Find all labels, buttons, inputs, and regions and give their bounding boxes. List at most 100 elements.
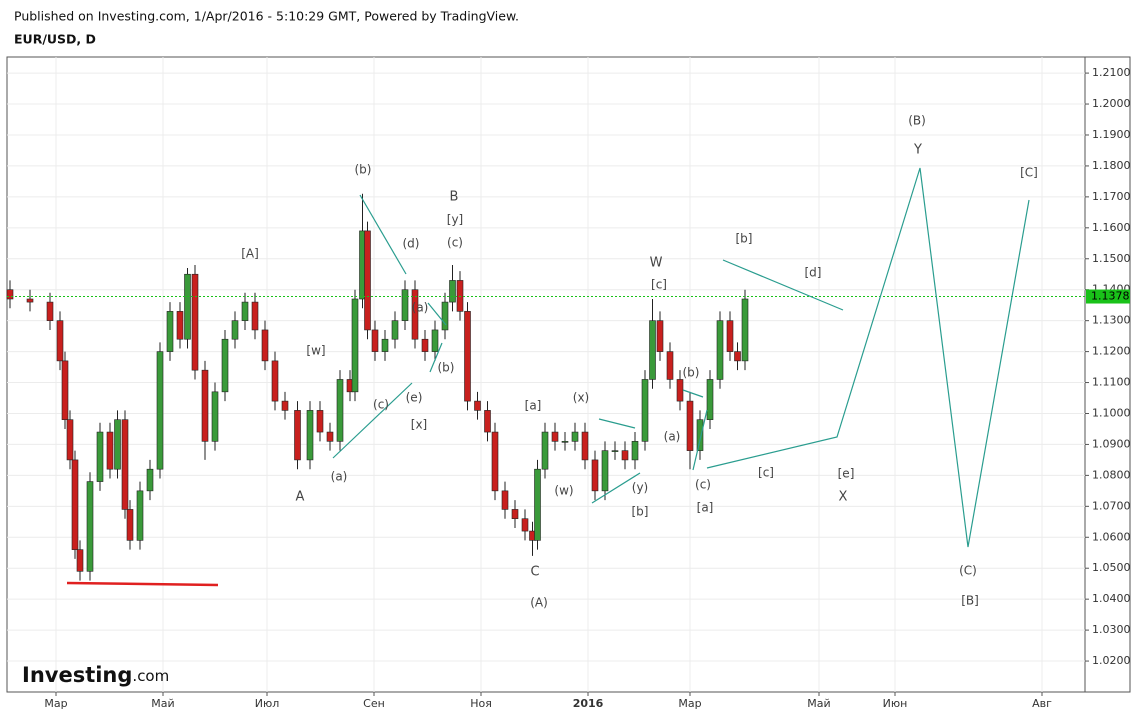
- wave-label: C: [530, 565, 539, 580]
- wave-label: W: [650, 256, 663, 271]
- wave-label: (a): [664, 430, 681, 444]
- wave-label: (w): [554, 484, 573, 498]
- trend-line: [332, 382, 413, 459]
- candle-body: [676, 379, 684, 402]
- candle-body: [71, 459, 79, 550]
- candle-body: [26, 298, 34, 303]
- x-tick-label: Май: [151, 697, 174, 710]
- trend-line: [692, 409, 708, 471]
- candle-body: [336, 379, 344, 442]
- x-tick-label: Ноя: [470, 697, 492, 710]
- wave-label: [x]: [411, 418, 427, 432]
- x-tick-label: Авг: [1032, 697, 1052, 710]
- wave-label: (b): [683, 366, 700, 380]
- grid: 1.0200 1.0300 1.0400 1.0500 1.0600 1.0700 1.08…: [7, 57, 1131, 710]
- x-tick-label: Июл: [255, 697, 280, 710]
- candle-body: [96, 431, 104, 482]
- candle-body: [521, 518, 529, 532]
- candle-body: [561, 441, 569, 443]
- candle-body: [86, 481, 94, 572]
- candle-body: [696, 419, 704, 451]
- wave-label: [e]: [838, 467, 855, 481]
- candle-body: [191, 273, 199, 371]
- y-tick-label: 1.1900: [1092, 128, 1131, 141]
- candle-body: [464, 311, 471, 402]
- candle-body: [491, 431, 499, 492]
- candle-body: [541, 431, 549, 470]
- x-tick-label: Мар: [678, 697, 701, 710]
- y-tick-label: 1.0200: [1092, 654, 1131, 667]
- wave-label: [d]: [805, 266, 822, 280]
- wave-label: B: [450, 190, 459, 205]
- candle-body: [351, 298, 359, 393]
- candle-body: [611, 450, 619, 452]
- candle-body: [364, 230, 371, 331]
- plot-frame: [6, 56, 1131, 693]
- candle-body: [281, 400, 289, 411]
- candle-body: [716, 320, 724, 380]
- trend-line: [598, 418, 636, 429]
- wave-label: (e): [406, 391, 423, 405]
- candle-body: [261, 329, 269, 362]
- x-tick-label: Мар: [44, 697, 67, 710]
- y-tick-label: 1.1200: [1092, 345, 1131, 358]
- x-tick-label: 2016: [573, 697, 604, 710]
- y-tick-label: 1.0400: [1092, 592, 1131, 605]
- wave-label: [y]: [447, 213, 463, 227]
- candle-body: [456, 280, 464, 312]
- wave-label: [C]: [1020, 166, 1038, 180]
- candle-body: [6, 289, 14, 300]
- wave-label: Y: [913, 143, 922, 158]
- trend-line: [427, 302, 447, 326]
- wave-label: (A): [530, 596, 548, 610]
- wave-label: [c]: [758, 466, 774, 480]
- candle-body: [106, 431, 114, 470]
- wave-label: (d): [403, 237, 420, 251]
- y-tick-label: 1.0300: [1092, 623, 1131, 636]
- candle-body: [56, 320, 64, 362]
- candle-body: [241, 301, 249, 321]
- candle-body: [649, 320, 656, 380]
- wave-label: [c]: [651, 278, 667, 292]
- candle-body: [121, 419, 129, 510]
- trend-line: [722, 259, 844, 311]
- candle-body: [656, 320, 664, 352]
- published-note: Published on Investing.com, 1/Apr/2016 -…: [14, 9, 519, 24]
- y-tick-label: 1.1300: [1092, 314, 1131, 327]
- candle-body: [401, 289, 409, 321]
- forecast-path: [706, 167, 1030, 548]
- y-tick-label: 1.0900: [1092, 437, 1131, 450]
- candle-body: [201, 369, 209, 442]
- wave-label: (c): [695, 478, 711, 492]
- candle-body: [306, 410, 314, 461]
- candle-body: [381, 338, 389, 352]
- candle-body: [326, 431, 334, 442]
- x-tick-label: Май: [807, 697, 830, 710]
- wave-label: [B]: [961, 594, 979, 608]
- y-tick-label: 1.0700: [1092, 499, 1131, 512]
- wave-label: (b): [438, 361, 455, 375]
- wave-label: (a): [412, 301, 429, 315]
- y-tick-label: 1.0600: [1092, 530, 1131, 543]
- candle-body: [114, 419, 121, 470]
- candle-body: [221, 338, 229, 393]
- candle-body: [166, 311, 174, 352]
- wave-label: X: [839, 490, 848, 505]
- candle-body: [411, 289, 419, 340]
- annotations: (b) [A] (d) B [y] (c) (a) [w] (b) (c) (e) [x] (a) A [a…: [241, 114, 1038, 610]
- wave-label: (B): [908, 114, 926, 128]
- candle-body: [316, 410, 324, 433]
- x-tick-label: Июн: [883, 697, 908, 710]
- candle-body: [686, 400, 694, 451]
- wave-label: (x): [573, 391, 589, 405]
- candle-body: [501, 490, 509, 510]
- wave-drawings: [66, 167, 1030, 587]
- candle-body: [46, 301, 54, 321]
- candle-body: [441, 301, 449, 331]
- marks: 1.1378: [6, 193, 1130, 581]
- support-line: [66, 581, 219, 587]
- candle-body: [156, 351, 164, 470]
- wave-label: (c): [373, 398, 389, 412]
- y-tick-label: 1.1000: [1092, 406, 1131, 419]
